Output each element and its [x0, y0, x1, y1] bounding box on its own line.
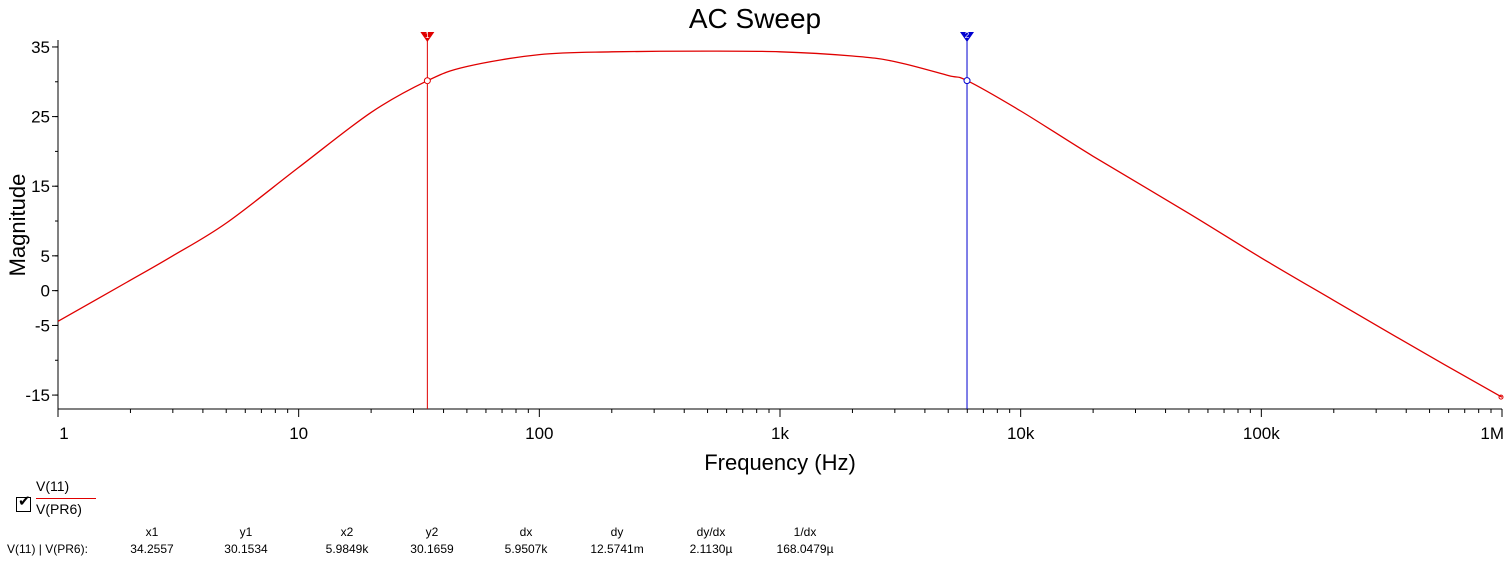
readout-header-1dx: 1/dx	[793, 525, 817, 539]
cursor-handle-icon	[420, 32, 435, 42]
y-tick-label: 35	[31, 38, 50, 57]
y-tick-label: -5	[35, 316, 50, 335]
axes	[57, 40, 1502, 410]
cursor-marker	[423, 77, 431, 85]
axis-ticks: 1 10 100 1k 10k 100k 1M 35 25 15 5 0 -5 -15	[25, 38, 1504, 443]
readout-header-dx: dx	[519, 525, 533, 539]
readout-row-label: V(11) | V(PR6):	[7, 542, 88, 556]
chart-title: AC Sweep	[689, 3, 821, 34]
cursor-number: 1	[425, 31, 430, 40]
readout-value-y2: 30.1659	[410, 542, 454, 556]
readout-header-dydx: dy/dx	[696, 525, 726, 539]
readout-value-x2: 5.9849k	[325, 542, 369, 556]
cursor-1[interactable]: 1	[420, 31, 435, 409]
readout-header-x1: x1	[145, 525, 159, 539]
readout-value-dydx: 2.1130µ	[689, 542, 733, 556]
trace-legend: ✔ V(11) V(PR6)	[14, 478, 134, 522]
x-tick-label: 10k	[1007, 424, 1035, 443]
cursor-readout-table: V(11) | V(PR6): x1 34.2557 y1 30.1534 x2 5.98…	[0, 524, 860, 560]
x-tick-label: 1M	[1480, 424, 1504, 443]
readout-value-dx: 5.9507k	[504, 542, 548, 556]
trace-visibility-checkbox[interactable]: ✔	[16, 492, 31, 512]
ac-sweep-chart: AC Sweep 1 10 100 1k 10k 100k 1M35251550-5-15 …	[5, 3, 1504, 475]
x-tick-label: 100	[525, 424, 553, 443]
x-tick-label: 1	[59, 424, 68, 443]
legend-numerator: V(11)	[36, 478, 70, 494]
y-axis-label: Magnitude	[5, 174, 30, 277]
y-tick-label: -15	[25, 386, 50, 405]
checkmark-icon: ✔	[18, 492, 31, 510]
legend-denominator: V(PR6)	[36, 501, 82, 517]
x-tick-label: 1k	[771, 424, 789, 443]
legend-swatch-line	[36, 498, 96, 499]
series-line	[57, 50, 1503, 398]
readout-value-1dx: 168.0479µ	[776, 542, 834, 556]
readout-header-x2: x2	[340, 525, 354, 539]
x-tick-label: 10	[289, 424, 308, 443]
plot-series	[57, 50, 1504, 400]
readout-value-dy: 12.5741m	[590, 542, 644, 556]
readout-value-y1: 30.1534	[224, 542, 268, 556]
y-tick-label: 0	[41, 282, 50, 301]
cursor-number: 2	[965, 31, 970, 40]
readout-header-y1: y1	[239, 525, 253, 539]
readout-header-dy: dy	[610, 525, 624, 539]
cursor-handle-icon	[960, 32, 975, 42]
y-tick-label: 15	[31, 177, 50, 196]
y-tick-label: 5	[41, 247, 50, 266]
cursor-marker	[963, 77, 971, 85]
x-tick-label: 100k	[1243, 424, 1280, 443]
readout-header-y2: y2	[425, 525, 439, 539]
x-axis-label: Frequency (Hz)	[704, 450, 856, 475]
series-end-point	[1498, 394, 1504, 400]
y-tick-label: 25	[31, 108, 50, 127]
cursor-2[interactable]: 2	[960, 31, 975, 409]
readout-value-x1: 34.2557	[130, 542, 174, 556]
